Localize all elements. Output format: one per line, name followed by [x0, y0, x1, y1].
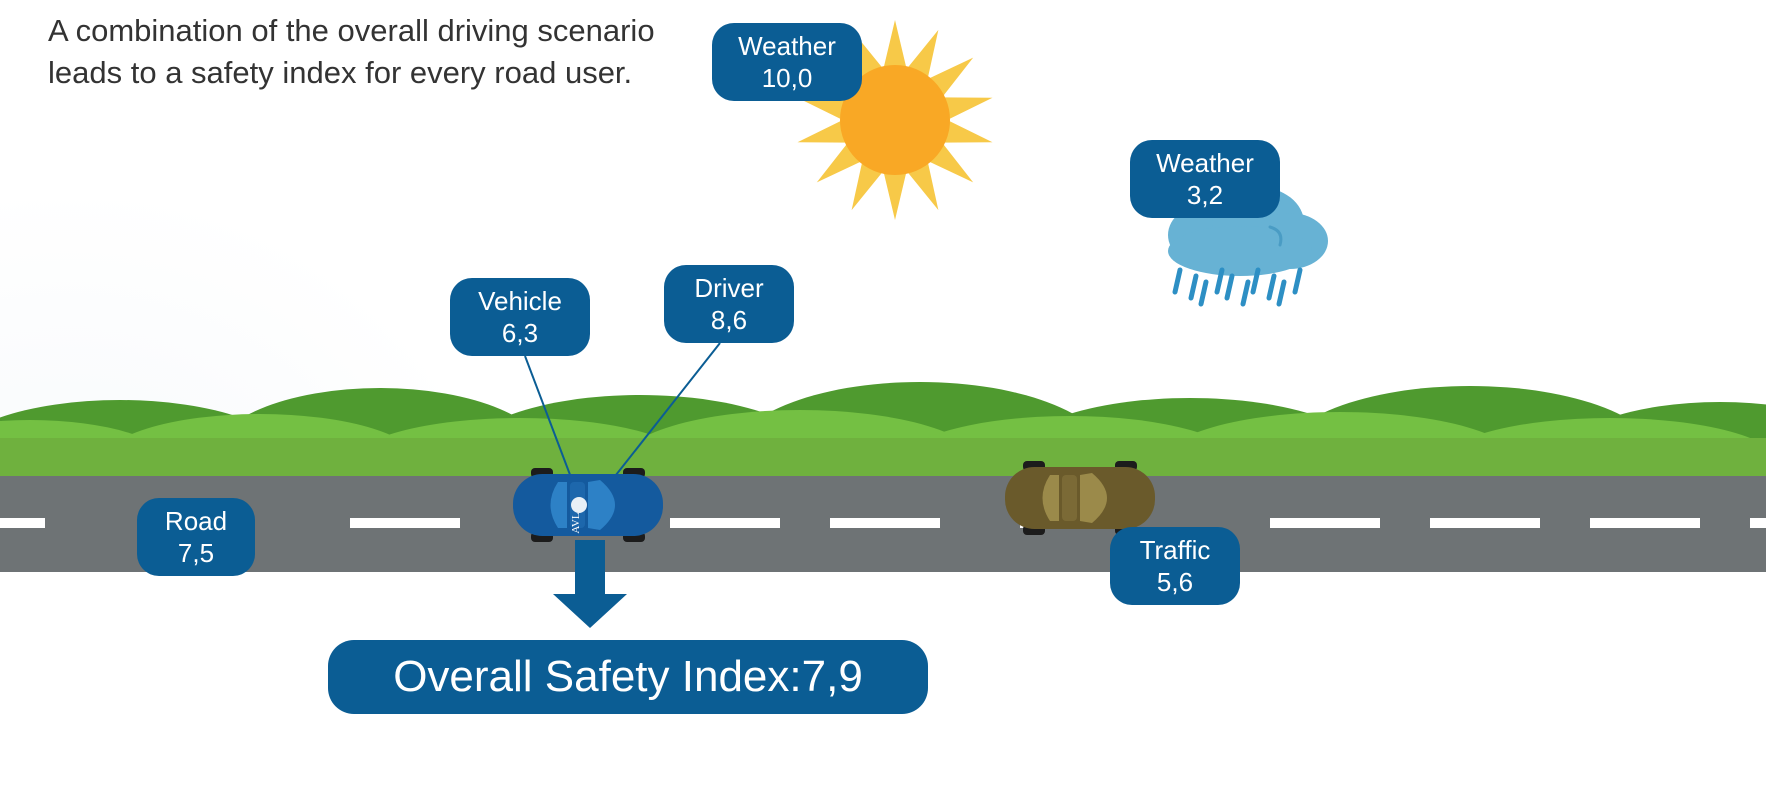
badge-weather-sun: Weather 10,0 — [712, 23, 862, 101]
badge-value: 6,3 — [502, 317, 538, 350]
down-arrow-icon — [548, 535, 632, 633]
badge-value: 8,6 — [711, 304, 747, 337]
badge-weather-rain: Weather 3,2 — [1130, 140, 1280, 218]
diagram-stage: AVL A combination of the overall driving… — [0, 0, 1766, 809]
badge-value: 7,5 — [178, 537, 214, 570]
badge-label: Weather — [738, 30, 836, 63]
svg-text:AVL: AVL — [570, 512, 582, 533]
badge-label: Driver — [694, 272, 763, 305]
result-value: 7,9 — [802, 652, 863, 702]
badge-value: 5,6 — [1157, 566, 1193, 599]
badge-traffic: Traffic 5,6 — [1110, 527, 1240, 605]
badge-value: 3,2 — [1187, 179, 1223, 212]
page-title: A combination of the overall driving sce… — [48, 10, 655, 94]
badge-label: Traffic — [1140, 534, 1211, 567]
badge-road: Road 7,5 — [137, 498, 255, 576]
badge-driver: Driver 8,6 — [664, 265, 794, 343]
badge-vehicle: Vehicle 6,3 — [450, 278, 590, 356]
badge-label: Road — [165, 505, 227, 538]
overall-safety-index: Overall Safety Index: 7,9 — [328, 640, 928, 714]
result-prefix: Overall Safety Index: — [393, 652, 801, 702]
badge-value: 10,0 — [762, 62, 813, 95]
badge-label: Weather — [1156, 147, 1254, 180]
badge-label: Vehicle — [478, 285, 562, 318]
